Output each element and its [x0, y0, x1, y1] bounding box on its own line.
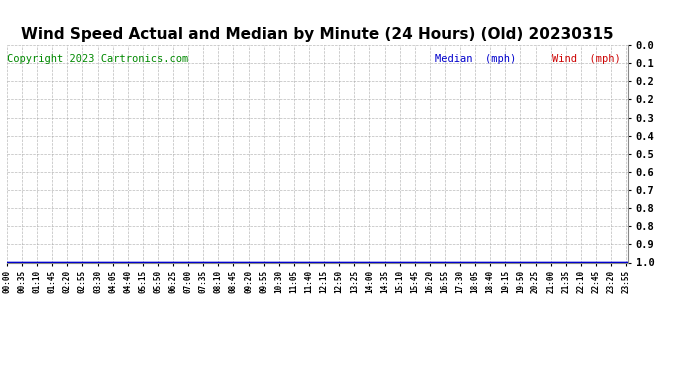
Text: Median  (mph): Median (mph)	[435, 54, 516, 64]
Text: Copyright 2023 Cartronics.com: Copyright 2023 Cartronics.com	[7, 54, 188, 64]
Text: Wind  (mph): Wind (mph)	[552, 54, 621, 64]
Title: Wind Speed Actual and Median by Minute (24 Hours) (Old) 20230315: Wind Speed Actual and Median by Minute (…	[21, 27, 613, 42]
